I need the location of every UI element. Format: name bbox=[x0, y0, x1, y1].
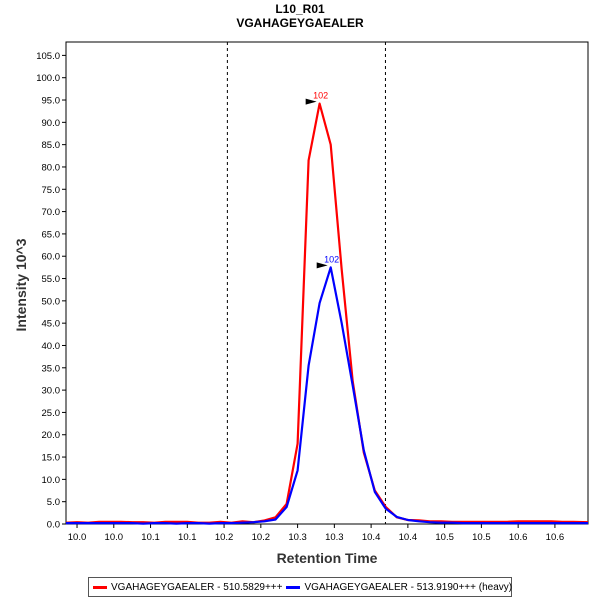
x-tick-label: 10.5 bbox=[435, 532, 454, 543]
y-tick-label: 25.0 bbox=[42, 408, 61, 419]
y-tick-label: 5.0 bbox=[47, 497, 60, 508]
legend-item-light: VGAHAGEYGAEALER - 510.5829+++ bbox=[93, 582, 282, 593]
chart-subtitle: VGAHAGEYGAEALER bbox=[236, 16, 364, 30]
peak-label-light: 102 bbox=[313, 91, 328, 101]
y-tick-label: 50.0 bbox=[42, 296, 61, 307]
y-tick-label: 60.0 bbox=[42, 252, 61, 263]
x-axis-label: Retention Time bbox=[277, 550, 378, 566]
series-line-heavy bbox=[66, 266, 588, 525]
y-tick-label: 85.0 bbox=[42, 140, 61, 151]
legend-swatch-light bbox=[93, 585, 107, 589]
y-tick-label: 15.0 bbox=[42, 453, 61, 464]
x-tick-label: 10.1 bbox=[178, 532, 197, 543]
y-tick-label: 10.0 bbox=[42, 475, 61, 486]
y-tick-label: 105.0 bbox=[36, 51, 60, 62]
y-tick-label: 95.0 bbox=[42, 96, 61, 107]
legend-label-light: VGAHAGEYGAEALER - 510.5829+++ bbox=[111, 581, 283, 593]
y-tick-label: 65.0 bbox=[42, 229, 61, 240]
legend-item-heavy: VGAHAGEYGAEALER - 513.9190+++ (heavy) bbox=[286, 582, 512, 593]
x-tick-label: 10.4 bbox=[362, 532, 381, 543]
peak-marker-arrow bbox=[316, 262, 328, 269]
x-tick-label: 10.5 bbox=[472, 532, 491, 543]
peak-marker-arrow bbox=[305, 98, 317, 105]
x-tick-label: 10.0 bbox=[105, 532, 124, 543]
x-tick-label: 10.2 bbox=[252, 532, 271, 543]
y-tick-label: 80.0 bbox=[42, 162, 61, 173]
y-tick-label: 70.0 bbox=[42, 207, 61, 218]
x-tick-label: 10.6 bbox=[509, 532, 528, 543]
x-tick-label: 10.3 bbox=[288, 532, 307, 543]
y-tick-label: 100.0 bbox=[36, 73, 60, 84]
y-tick-label: 0.0 bbox=[47, 520, 60, 531]
x-tick-label: 10.1 bbox=[141, 532, 160, 543]
legend-label-heavy: VGAHAGEYGAEALER - 513.9190+++ (heavy) bbox=[304, 581, 513, 593]
peak-label-heavy: 102 bbox=[324, 254, 339, 264]
legend: VGAHAGEYGAEALER - 510.5829+++ VGAHAGEYGA… bbox=[88, 577, 512, 597]
x-tick-label: 10.4 bbox=[399, 532, 418, 543]
y-tick-label: 30.0 bbox=[42, 386, 61, 397]
x-tick-label: 10.2 bbox=[215, 532, 234, 543]
y-tick-label: 75.0 bbox=[42, 185, 61, 196]
x-tick-label: 10.6 bbox=[546, 532, 565, 543]
y-axis-label: Intensity 10^3 bbox=[13, 238, 29, 331]
y-tick-label: 20.0 bbox=[42, 430, 61, 441]
x-tick-label: 10.3 bbox=[325, 532, 344, 543]
y-tick-label: 55.0 bbox=[42, 274, 61, 285]
x-tick-label: 10.0 bbox=[68, 532, 87, 543]
y-tick-label: 35.0 bbox=[42, 363, 61, 374]
y-tick-label: 40.0 bbox=[42, 341, 61, 352]
y-tick-label: 45.0 bbox=[42, 319, 61, 330]
legend-swatch-heavy bbox=[286, 585, 301, 589]
chart-title: L10_R01 bbox=[275, 2, 325, 16]
y-tick-label: 90.0 bbox=[42, 118, 61, 129]
